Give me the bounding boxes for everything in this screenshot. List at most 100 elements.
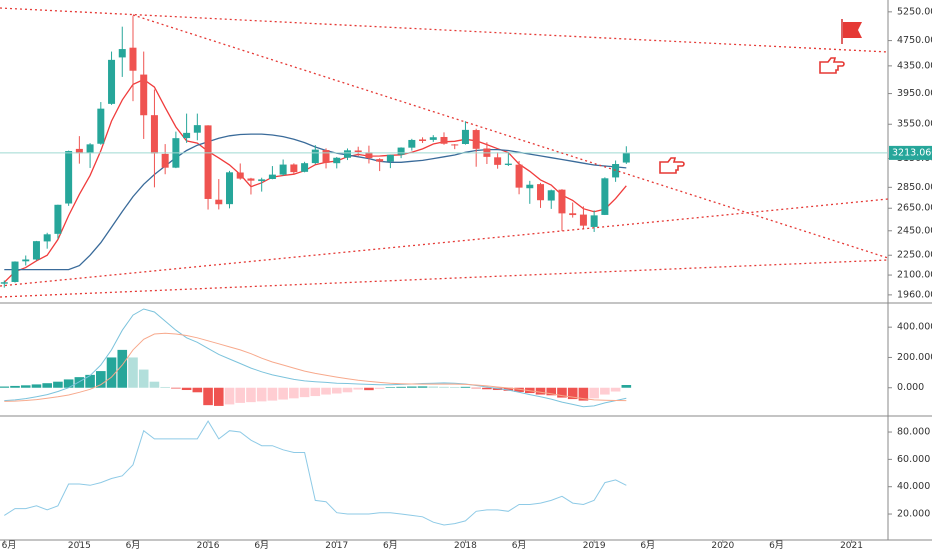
last-price-label: 3213.060 — [892, 147, 932, 158]
candle-body — [376, 159, 384, 162]
candle-body — [569, 213, 577, 216]
x-tick-label: 6月 — [2, 540, 17, 550]
y-tick-label: 5250.000 — [897, 6, 932, 17]
x-tick-label: 2015 — [68, 541, 91, 550]
x-tick-label: 6月 — [126, 540, 141, 550]
moving-average-line — [3, 78, 627, 283]
histogram-bar — [428, 386, 439, 388]
x-tick-label: 6月 — [640, 540, 655, 550]
candle-body — [54, 204, 62, 234]
candle-body — [365, 152, 373, 159]
y-tick-label: 4750.000 — [897, 35, 932, 46]
candle-body — [129, 47, 137, 71]
hand-icon — [819, 57, 845, 74]
x-tick-label: 6月 — [254, 540, 269, 550]
histogram-bar — [278, 387, 288, 400]
histogram-bar — [589, 387, 599, 399]
candle-body — [301, 163, 309, 172]
candle-body — [622, 152, 630, 163]
histogram-bar — [53, 381, 63, 388]
histogram-bar — [460, 386, 471, 388]
x-tick-label: 2020 — [711, 541, 734, 550]
histogram-bar — [203, 387, 213, 406]
candle-body — [86, 144, 94, 153]
candle-body — [440, 136, 448, 144]
histogram-bar — [557, 387, 567, 398]
candle-body — [429, 137, 437, 140]
candle-body — [65, 151, 73, 204]
candle-body — [161, 153, 169, 168]
y-tick-label: 2650.000 — [897, 203, 932, 214]
candle-body — [204, 125, 212, 199]
histogram-bar — [514, 387, 524, 392]
histogram-bar — [374, 387, 385, 389]
candle-body — [97, 108, 105, 144]
histogram-bar — [246, 387, 256, 403]
histogram-bar — [385, 387, 396, 388]
x-tick-label: 2021 — [840, 541, 863, 550]
indicator-line — [4, 332, 627, 402]
histogram-bar — [149, 381, 160, 388]
candle-body — [150, 115, 158, 154]
histogram-bar — [213, 387, 224, 406]
histogram-bar — [610, 387, 621, 392]
candle-body — [226, 172, 234, 205]
y-tick-label: 4350.000 — [897, 60, 932, 71]
histogram-bar — [471, 387, 481, 389]
histogram-bar — [578, 387, 589, 401]
candle-body — [419, 139, 427, 141]
y-tick-label: 80.000 — [897, 427, 930, 438]
candle-body — [43, 234, 51, 242]
histogram-bar — [407, 386, 417, 388]
indicator-line — [4, 420, 627, 526]
candle-body — [354, 150, 362, 153]
candle-body — [451, 144, 459, 146]
candle-body — [290, 164, 298, 173]
histogram-bar — [0, 386, 10, 388]
candle-body — [258, 179, 266, 182]
y-tick-label: 2100.000 — [897, 270, 932, 281]
histogram-bar — [181, 387, 192, 391]
histogram-bar — [74, 377, 85, 388]
candle-body — [601, 178, 609, 215]
candle-body — [461, 129, 469, 145]
candle-body — [75, 148, 83, 154]
candle-body — [386, 154, 394, 162]
candle-body — [193, 125, 201, 133]
last-price-box — [889, 145, 932, 160]
candle-body — [612, 164, 620, 178]
candle-body — [108, 59, 116, 104]
candle-body — [343, 150, 351, 158]
histogram-bar — [546, 387, 557, 396]
histogram-bar — [439, 386, 449, 388]
candle-body — [526, 184, 534, 189]
trend-lines — [0, 7, 889, 298]
histogram-bar — [331, 387, 342, 394]
candle-body — [472, 130, 480, 149]
candle-body — [311, 149, 319, 164]
histogram-bar — [503, 387, 514, 391]
candle-body — [183, 132, 191, 139]
y-tick-label: 60.000 — [897, 454, 930, 465]
histogram-bar — [600, 387, 610, 395]
candle-body — [247, 178, 255, 181]
x-tick-label: 2019 — [583, 541, 606, 550]
histogram-bar — [299, 387, 310, 398]
histogram-bar — [621, 385, 632, 388]
hand-icon — [659, 157, 685, 174]
candle-body — [215, 199, 223, 205]
y-tick-label: 2250.000 — [897, 250, 932, 261]
candle-body — [0, 282, 8, 284]
candle-body — [547, 190, 555, 201]
candle-body — [515, 164, 523, 188]
histogram-bar — [482, 387, 492, 390]
candle-body — [558, 189, 566, 214]
y-tick-label: 20.000 — [897, 509, 930, 520]
histogram-bar — [20, 385, 31, 388]
histogram-bar — [396, 386, 406, 388]
y-tick-label: 2450.000 — [897, 225, 932, 236]
histogram-bar — [417, 386, 428, 388]
y-tick-label: 0.000 — [897, 382, 924, 393]
y-tick-label: 2850.000 — [897, 182, 932, 193]
